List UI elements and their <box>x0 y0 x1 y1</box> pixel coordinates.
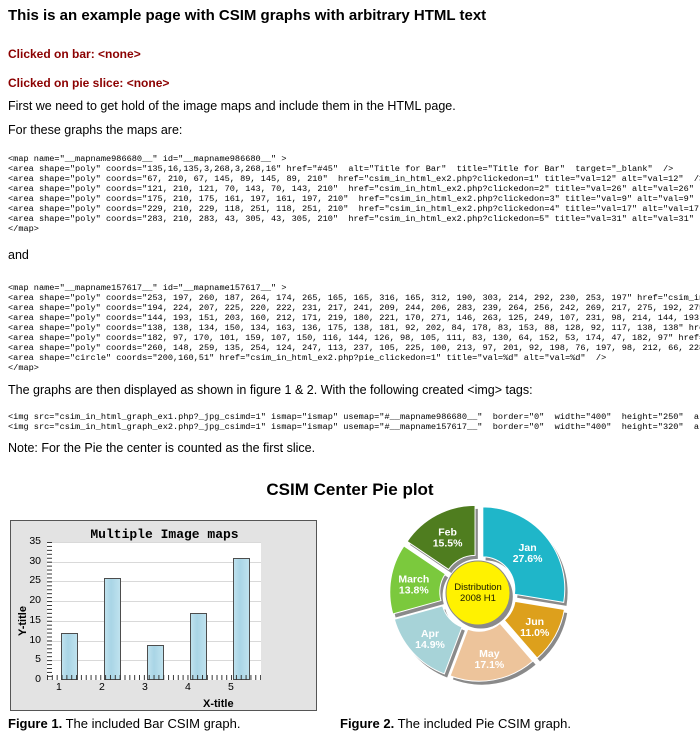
svg-text:11.0%: 11.0% <box>520 627 550 639</box>
svg-text:2008 H1: 2008 H1 <box>460 593 496 604</box>
svg-text:27.6%: 27.6% <box>513 553 543 565</box>
svg-text:17.1%: 17.1% <box>475 659 505 671</box>
svg-text:13.8%: 13.8% <box>399 585 429 597</box>
svg-text:14.9%: 14.9% <box>415 639 445 651</box>
svg-text:Distribution: Distribution <box>454 582 502 593</box>
svg-text:15.5%: 15.5% <box>433 538 463 550</box>
